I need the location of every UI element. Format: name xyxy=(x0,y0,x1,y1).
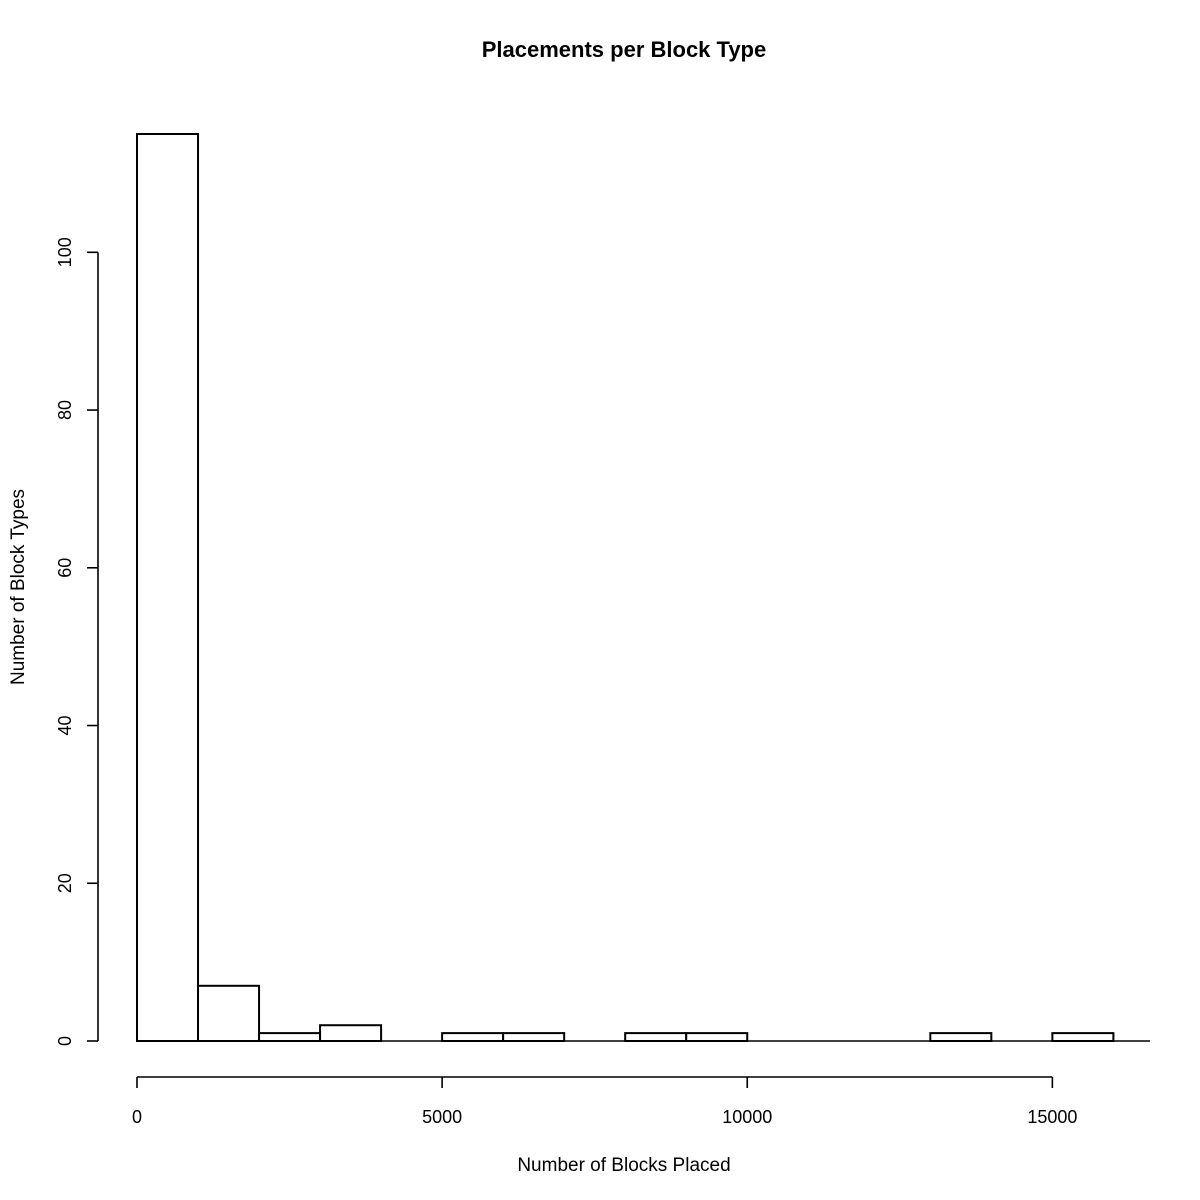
histogram-bar xyxy=(624,1032,688,1042)
x-tick-label: 0 xyxy=(132,1107,142,1127)
y-tick-label: 80 xyxy=(55,400,75,420)
y-tick-label: 40 xyxy=(55,716,75,736)
x-tick-label: 10000 xyxy=(722,1107,772,1127)
histogram-bar xyxy=(319,1024,383,1042)
histogram-bar xyxy=(258,1032,322,1042)
x-axis-label: Number of Blocks Placed xyxy=(517,1155,730,1176)
y-axis: 0 20 40 60 80 100 xyxy=(55,237,99,1046)
histogram-bar xyxy=(441,1032,505,1042)
histogram-bar xyxy=(1051,1032,1115,1042)
y-tick-label: 60 xyxy=(55,558,75,578)
bars-group xyxy=(136,133,1150,1043)
y-tick-label: 100 xyxy=(55,237,75,267)
chart-title: Placements per Block Type xyxy=(482,37,767,62)
y-tick-label: 20 xyxy=(55,873,75,893)
x-axis: 0 5000 10000 15000 xyxy=(132,1076,1077,1127)
x-tick-label: 15000 xyxy=(1027,1107,1077,1127)
histogram-bar xyxy=(197,984,261,1043)
histogram-bar xyxy=(502,1032,566,1042)
x-tick-label: 5000 xyxy=(422,1107,462,1127)
y-tick-label: 0 xyxy=(55,1036,75,1046)
histogram-bar xyxy=(685,1032,749,1042)
histogram-bar xyxy=(929,1032,993,1042)
y-axis-label: Number of Block Types xyxy=(8,489,29,685)
histogram-bar xyxy=(136,133,200,1042)
